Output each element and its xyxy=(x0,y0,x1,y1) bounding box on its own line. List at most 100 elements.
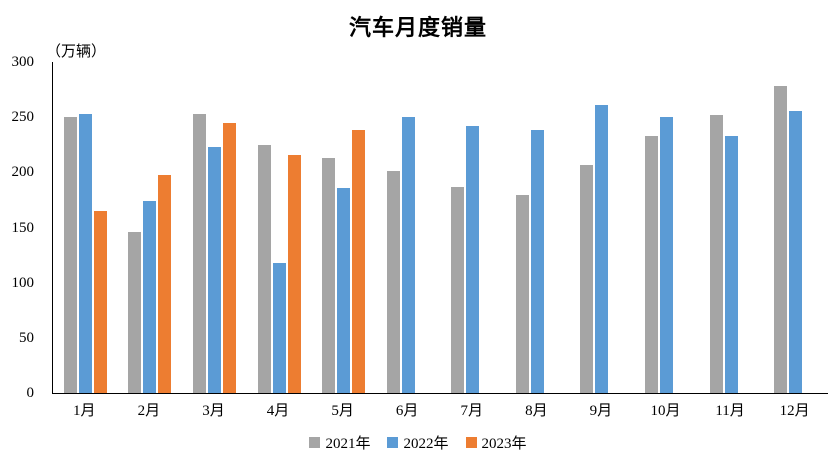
bar-slot xyxy=(322,62,336,393)
bar-slot xyxy=(481,62,494,393)
bar-2021年-11月 xyxy=(709,114,723,393)
bar-2022年-8月 xyxy=(530,130,544,393)
x-axis-tick-label: 6月 xyxy=(395,403,419,419)
x-axis-tick-label: 4月 xyxy=(266,403,290,419)
y-axis-tick-label: 50 xyxy=(19,329,34,346)
bar-group-3月 xyxy=(182,62,247,393)
bar-slot xyxy=(78,62,92,393)
bar-slot xyxy=(740,62,753,393)
bar-2022年-10月 xyxy=(659,116,673,393)
bar-2022年-5月 xyxy=(337,187,351,393)
y-axis-unit-label: （万辆） xyxy=(46,44,107,60)
y-axis-tick-label: 100 xyxy=(11,274,35,291)
plot-area xyxy=(52,62,828,394)
bar-slot xyxy=(451,62,465,393)
bar-group-10月 xyxy=(634,62,699,393)
bar-2021年-8月 xyxy=(515,194,529,393)
bar-slot xyxy=(337,62,351,393)
legend-swatch-icon xyxy=(387,437,399,448)
x-axis-tick-label: 11月 xyxy=(715,403,745,419)
bar-group-4月 xyxy=(247,62,312,393)
bar-2023年-4月 xyxy=(287,154,301,393)
x-axis-tick-label: 8月 xyxy=(525,403,548,419)
bar-slot xyxy=(143,62,157,393)
bar-2021年-1月 xyxy=(63,116,77,393)
legend-item-2021年: 2021年 xyxy=(309,432,370,453)
bar-2022年-3月 xyxy=(207,146,221,393)
bar-2022年-6月 xyxy=(401,116,415,393)
bar-slot xyxy=(610,62,623,393)
bar-slot xyxy=(530,62,544,393)
bar-2021年-2月 xyxy=(128,232,142,393)
y-axis-tick-label: 0 xyxy=(26,385,35,401)
y-axis-tick-label: 300 xyxy=(11,54,35,70)
bar-group-12月 xyxy=(763,62,828,393)
x-axis-tick-label: 3月 xyxy=(202,403,225,419)
bar-slot xyxy=(63,62,77,393)
bar-2022年-2月 xyxy=(143,201,157,393)
bar-slot xyxy=(774,62,788,393)
bar-2022年-4月 xyxy=(272,262,286,393)
bar-group-5月 xyxy=(311,62,376,393)
y-axis: 0 50 100 150 200 250 300 xyxy=(0,0,40,465)
y-axis-tick-label: 250 xyxy=(11,109,35,126)
bar-group-11月 xyxy=(699,62,764,393)
legend-label: 2022年 xyxy=(403,436,449,452)
bar-2021年-7月 xyxy=(451,187,465,393)
bar-slot xyxy=(272,62,286,393)
legend-item-2023年: 2023年 xyxy=(465,432,527,453)
bar-2022年-1月 xyxy=(78,113,92,393)
bar-slot xyxy=(466,62,480,393)
legend-label: 2023年 xyxy=(481,436,527,452)
bar-slot xyxy=(158,62,172,393)
bar-group-2月 xyxy=(118,62,183,393)
bar-2022年-9月 xyxy=(595,105,609,393)
legend-swatch-icon xyxy=(465,437,477,448)
x-axis-tick-label: 10月 xyxy=(650,403,681,419)
x-axis-tick-label: 9月 xyxy=(589,403,613,419)
legend-swatch-icon xyxy=(309,437,321,448)
bar-2021年-12月 xyxy=(774,85,788,393)
bar-slot xyxy=(192,62,206,393)
bar-slot xyxy=(207,62,221,393)
y-axis-tick-label: 200 xyxy=(11,164,35,181)
bar-group-7月 xyxy=(440,62,505,393)
bar-slot xyxy=(644,62,658,393)
bar-2021年-6月 xyxy=(386,170,400,393)
x-axis-tick-label: 2月 xyxy=(137,403,161,419)
bar-2021年-4月 xyxy=(257,144,271,393)
x-axis-tick-label: 5月 xyxy=(331,403,354,419)
bar-slot xyxy=(417,62,430,393)
bar-slot xyxy=(804,62,817,393)
bar-slot xyxy=(257,62,271,393)
bar-2021年-10月 xyxy=(644,135,658,393)
bar-2022年-11月 xyxy=(724,136,738,393)
bar-2021年-9月 xyxy=(580,164,594,393)
bar-slot xyxy=(546,62,559,393)
bar-2023年-2月 xyxy=(158,174,172,393)
bar-slot xyxy=(401,62,415,393)
bar-slot xyxy=(515,62,529,393)
bar-slot xyxy=(595,62,609,393)
chart-title: 汽车月度销量 xyxy=(348,15,487,40)
bar-2022年-7月 xyxy=(466,126,480,393)
legend-item-2022年: 2022年 xyxy=(387,432,449,453)
bar-slot xyxy=(659,62,673,393)
bar-group-9月 xyxy=(570,62,635,393)
bar-slot xyxy=(709,62,723,393)
x-axis-tick-label: 1月 xyxy=(73,403,96,419)
x-axis: 1月 2月 3月 4月 5月 6月 7月 8月 9月 10月 11月 12月 xyxy=(52,399,827,420)
bar-slot xyxy=(93,62,107,393)
bar-slot xyxy=(287,62,301,393)
bar-2023年-5月 xyxy=(352,130,366,393)
bar-2023年-1月 xyxy=(93,211,107,393)
bar-group-6月 xyxy=(376,62,441,393)
bar-group-8月 xyxy=(505,62,570,393)
bar-slot xyxy=(128,62,142,393)
bar-slot xyxy=(386,62,400,393)
bar-2022年-12月 xyxy=(789,110,803,393)
y-axis-tick-label: 150 xyxy=(11,219,35,236)
bar-slot xyxy=(789,62,803,393)
x-axis-tick-label: 12月 xyxy=(779,403,810,419)
